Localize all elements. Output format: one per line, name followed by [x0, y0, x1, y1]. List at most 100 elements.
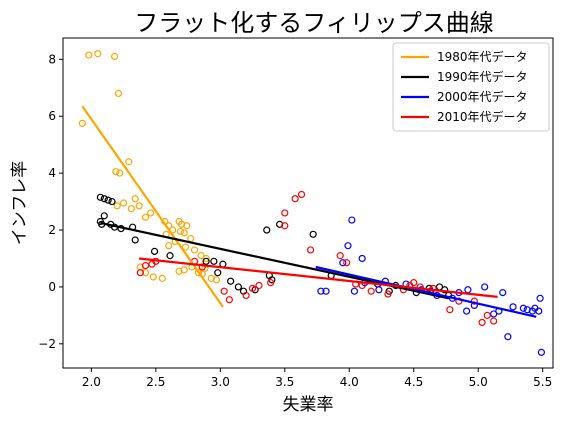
data-point — [183, 222, 191, 230]
data-point — [100, 212, 108, 220]
data-point — [367, 287, 375, 295]
data-point — [150, 247, 159, 255]
data-point — [220, 287, 228, 295]
data-point — [181, 243, 190, 251]
data-point — [234, 283, 242, 291]
data-point — [96, 193, 104, 201]
series-3 — [136, 190, 498, 327]
data-point — [481, 283, 489, 291]
data-point — [212, 276, 221, 284]
legend-label: 2010年代データ — [437, 109, 528, 124]
data-point — [317, 287, 325, 295]
x-tick-label: 5.5 — [533, 375, 552, 389]
data-point — [180, 229, 188, 237]
series-0 — [78, 50, 221, 284]
data-point — [464, 286, 472, 294]
data-point — [227, 277, 235, 285]
fit-line-3 — [138, 257, 498, 298]
data-point — [78, 119, 86, 127]
data-point — [210, 257, 218, 265]
data-point — [375, 286, 383, 294]
data-point — [202, 254, 210, 263]
data-point — [536, 294, 544, 302]
data-point — [166, 252, 174, 260]
data-point — [499, 289, 507, 297]
data-point — [214, 269, 222, 277]
data-point — [94, 50, 102, 58]
data-point — [343, 259, 351, 267]
data-point — [176, 227, 184, 236]
data-point — [446, 306, 454, 314]
data-point — [509, 303, 517, 311]
x-tick-label: 2.0 — [82, 375, 101, 389]
x-tick-label: 3.5 — [275, 375, 294, 389]
data-point — [116, 169, 124, 177]
data-point — [242, 291, 250, 300]
data-point — [190, 246, 199, 254]
data-point — [248, 284, 257, 292]
x-tick-label: 4.0 — [340, 375, 359, 389]
data-point — [350, 287, 359, 295]
data-point — [127, 205, 135, 213]
y-axis-label: インフレ率 — [10, 161, 30, 246]
data-point — [537, 348, 545, 356]
data-point — [114, 89, 123, 98]
data-point — [165, 242, 173, 250]
data-point — [202, 257, 210, 265]
legend-label: 2000年代データ — [437, 89, 528, 104]
y-tick-label: 4 — [48, 166, 56, 180]
data-point — [429, 284, 437, 292]
x-tick-label: 3.0 — [211, 375, 230, 389]
data-point — [344, 242, 352, 250]
x-tick-label: 5.0 — [469, 375, 488, 389]
data-point — [135, 202, 143, 210]
data-point — [104, 196, 112, 204]
data-point — [504, 333, 512, 341]
data-point — [267, 279, 275, 287]
data-point — [281, 209, 289, 217]
data-point — [158, 274, 166, 282]
data-point — [483, 311, 491, 319]
data-point — [306, 246, 315, 254]
data-point — [225, 296, 233, 304]
data-point — [108, 197, 116, 206]
y-tick-label: −2 — [38, 337, 56, 351]
y-tick-label: 8 — [48, 52, 56, 66]
legend-label: 1980年代データ — [437, 49, 528, 64]
data-point — [175, 267, 183, 275]
data-point — [322, 287, 330, 295]
x-axis-label: 失業率 — [283, 395, 334, 415]
data-point — [263, 226, 271, 234]
data-point — [281, 222, 289, 230]
data-point — [112, 168, 120, 176]
data-point — [141, 269, 150, 277]
legend: 1980年代データ 1990年代データ 2000年代データ 2010年代データ — [392, 42, 550, 132]
plot-frame — [62, 37, 554, 369]
data-point — [194, 269, 202, 277]
legend-label: 1990年代データ — [437, 69, 528, 84]
data-point — [100, 195, 108, 203]
data-point — [85, 51, 93, 59]
data-point — [113, 202, 121, 210]
data-point — [131, 195, 139, 203]
x-tick-label: 4.5 — [404, 375, 423, 389]
y-tick-label: 6 — [48, 109, 56, 123]
x-tick-label: 2.5 — [146, 375, 165, 389]
data-point — [535, 307, 543, 315]
data-point — [410, 279, 418, 287]
data-point — [463, 307, 471, 315]
data-point — [441, 286, 449, 294]
fit-line-0 — [81, 105, 224, 308]
data-point — [297, 190, 306, 199]
y-tick-label: 0 — [48, 280, 56, 294]
legend-box — [392, 42, 550, 132]
data-point — [187, 234, 195, 243]
data-point — [490, 317, 498, 325]
data-point — [291, 195, 299, 203]
data-point — [478, 318, 486, 327]
data-point — [336, 252, 344, 260]
fit-line-2 — [315, 265, 537, 318]
data-point — [141, 261, 150, 270]
data-point — [384, 290, 392, 298]
